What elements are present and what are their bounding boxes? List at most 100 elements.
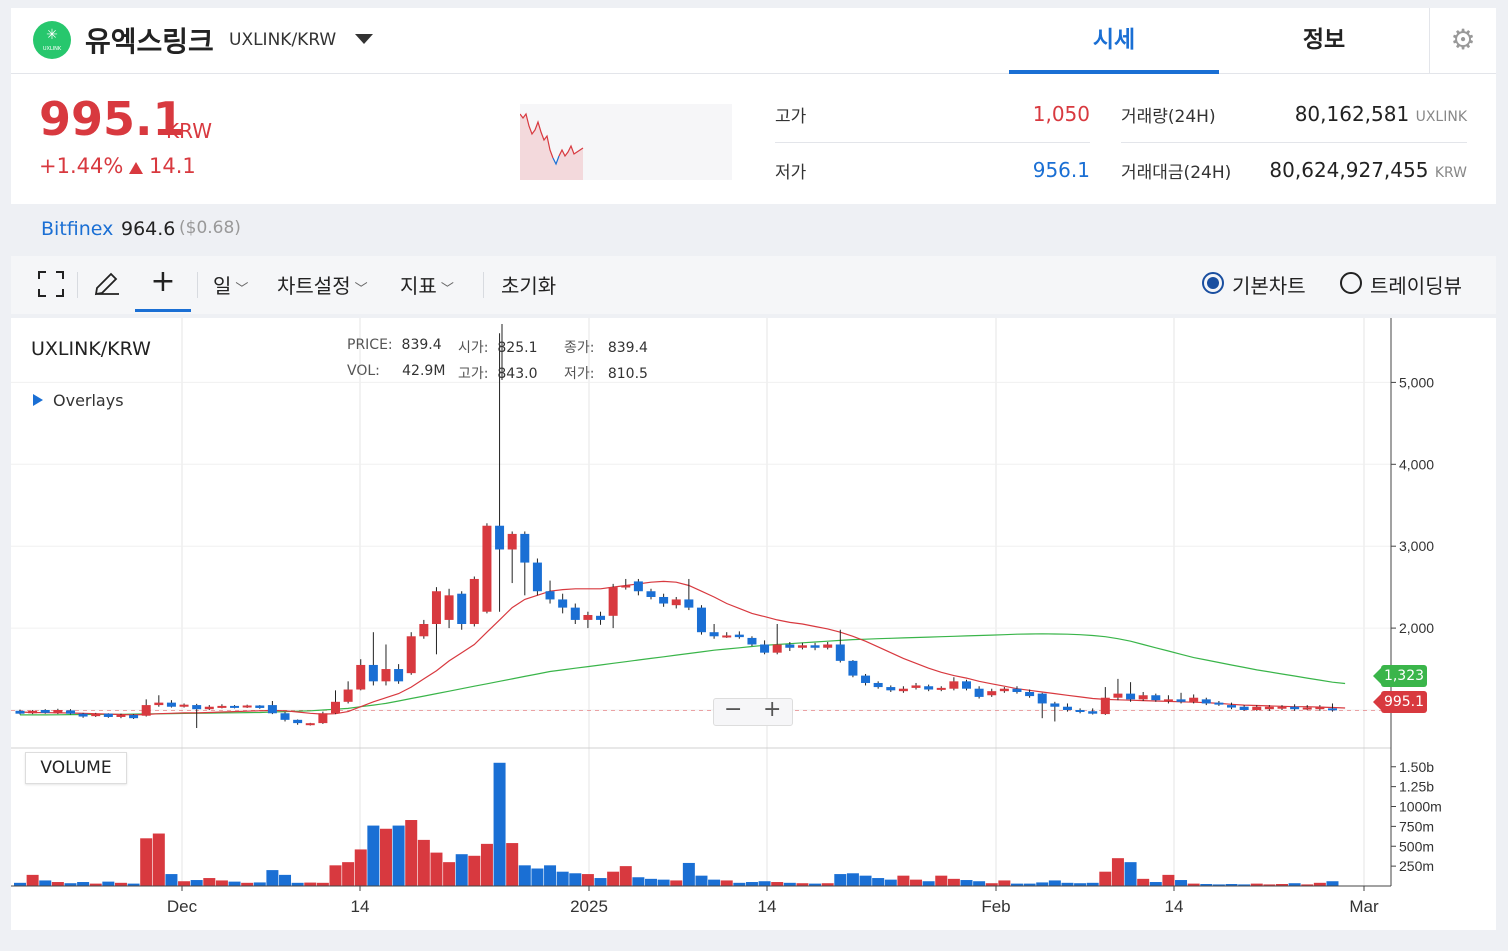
zoom-out-button[interactable]: −: [724, 697, 743, 722]
volume-bar: [291, 882, 304, 886]
gear-icon[interactable]: ⚙: [1429, 8, 1496, 74]
candle-body: [974, 688, 984, 697]
volume-bar: [178, 881, 191, 886]
volume-bar: [89, 883, 102, 886]
candle-body: [179, 704, 189, 707]
candle: [469, 576, 479, 627]
volume-bar: [77, 882, 90, 886]
interval-dropdown[interactable]: 일 ﹀: [213, 274, 249, 298]
candle-body: [835, 644, 845, 661]
candle-body: [78, 713, 88, 717]
x-tick-label: 2025: [570, 897, 608, 916]
candle: [797, 642, 807, 650]
volume-bar: [985, 883, 998, 886]
volume-bar: [228, 881, 241, 886]
tradingview-label[interactable]: 트레이딩뷰: [1370, 274, 1462, 298]
candle: [1227, 702, 1237, 710]
candle-body: [91, 713, 101, 717]
tab-price[interactable]: 시세: [1009, 8, 1219, 74]
candle: [848, 660, 858, 678]
tab-info[interactable]: 정보: [1302, 27, 1346, 53]
volume-bar: [1288, 883, 1301, 886]
crosshair-icon[interactable]: +: [135, 264, 191, 312]
exchange-name[interactable]: Bitfinex: [41, 218, 114, 240]
amount-24h: 80,624,927,455 KRW: [1269, 158, 1467, 182]
candle: [1264, 705, 1274, 711]
volume-bar: [253, 882, 266, 886]
candle-body: [507, 533, 517, 550]
candle-body: [722, 635, 732, 638]
x-tick-label: 14: [1165, 897, 1184, 916]
candle: [633, 578, 643, 596]
candle: [987, 688, 997, 697]
volume-bar: [645, 878, 657, 886]
y-tick-label: 5,000: [1399, 374, 1434, 390]
volume-bar: [745, 882, 758, 886]
candle-body: [204, 706, 214, 710]
candle-body: [1227, 705, 1237, 708]
candle: [570, 603, 580, 625]
candle-body: [999, 688, 1009, 692]
candle-body: [1189, 697, 1199, 702]
candle: [747, 636, 757, 647]
candle-body: [772, 644, 782, 653]
candle: [1088, 708, 1098, 715]
candle: [78, 712, 88, 718]
candle: [583, 611, 593, 629]
volume-bar: [127, 883, 140, 886]
candle: [1075, 708, 1085, 714]
x-tick-label: Feb: [981, 897, 1010, 916]
candle-body: [1327, 708, 1337, 711]
pencil-icon[interactable]: [91, 269, 121, 299]
zoom-in-button[interactable]: +: [763, 697, 782, 722]
volume-bar: [922, 881, 935, 886]
radio-tradingview[interactable]: [1340, 272, 1362, 294]
radio-basic-chart[interactable]: [1202, 272, 1224, 294]
candle: [1100, 687, 1110, 715]
divider: [77, 272, 78, 298]
candle: [1290, 704, 1300, 711]
candle: [1012, 686, 1022, 694]
candle: [331, 690, 340, 715]
volume-bar: [771, 882, 784, 886]
candle-body: [141, 705, 151, 716]
candle-body: [583, 614, 593, 620]
divider: [775, 142, 1090, 143]
coin-pair[interactable]: UXLINK/KRW: [229, 30, 337, 50]
volume-bar: [266, 870, 279, 886]
volume-bar: [556, 871, 569, 886]
candle: [1315, 705, 1325, 711]
volume-bar: [455, 854, 468, 886]
volume-bar: [720, 880, 733, 886]
candlestick-chart[interactable]: 5,000 4,000 3,000 2,000 1.50b 1.25b 1000m 750m 5…: [11, 318, 1496, 930]
fullscreen-icon[interactable]: [37, 270, 65, 298]
volume-bar: [796, 883, 809, 886]
candle: [116, 713, 126, 719]
volume-bar: [682, 862, 695, 886]
overlays-toggle[interactable]: Overlays: [33, 391, 124, 410]
price-chart[interactable]: 5,000 4,000 3,000 2,000 1.50b 1.25b 1000m 750m 5…: [11, 318, 1496, 930]
caret-down-icon[interactable]: [355, 34, 373, 44]
axes: 5,000 4,000 3,000 2,000 1.50b 1.25b 1000m 750m 5…: [11, 318, 1496, 930]
reset-button[interactable]: 초기화: [501, 274, 557, 298]
coin-name[interactable]: 유엑스링크: [85, 25, 214, 58]
basic-chart-label[interactable]: 기본차트: [1232, 274, 1306, 298]
chart-settings-dropdown[interactable]: 차트설정 ﹀: [277, 274, 368, 298]
change-value: 14.1: [149, 154, 196, 178]
volume-bar: [1313, 882, 1326, 886]
candle-body: [962, 681, 971, 689]
volume-bar: [329, 865, 342, 886]
candle: [406, 632, 416, 675]
candle-body: [1264, 706, 1274, 710]
candle-body: [356, 664, 366, 690]
coin-header: ✳ UXLINK 유엑스링크 UXLINK/KRW 시세 정보 ⚙: [11, 8, 1496, 74]
candle-body: [1037, 693, 1047, 704]
candle: [255, 705, 265, 709]
candle: [495, 333, 505, 612]
indicators-dropdown[interactable]: 지표 ﹀: [400, 274, 454, 298]
candle-body: [886, 687, 896, 691]
candle: [444, 588, 454, 629]
volume-bar: [64, 883, 77, 886]
candle-body: [1088, 711, 1098, 714]
candle-body: [166, 702, 176, 707]
